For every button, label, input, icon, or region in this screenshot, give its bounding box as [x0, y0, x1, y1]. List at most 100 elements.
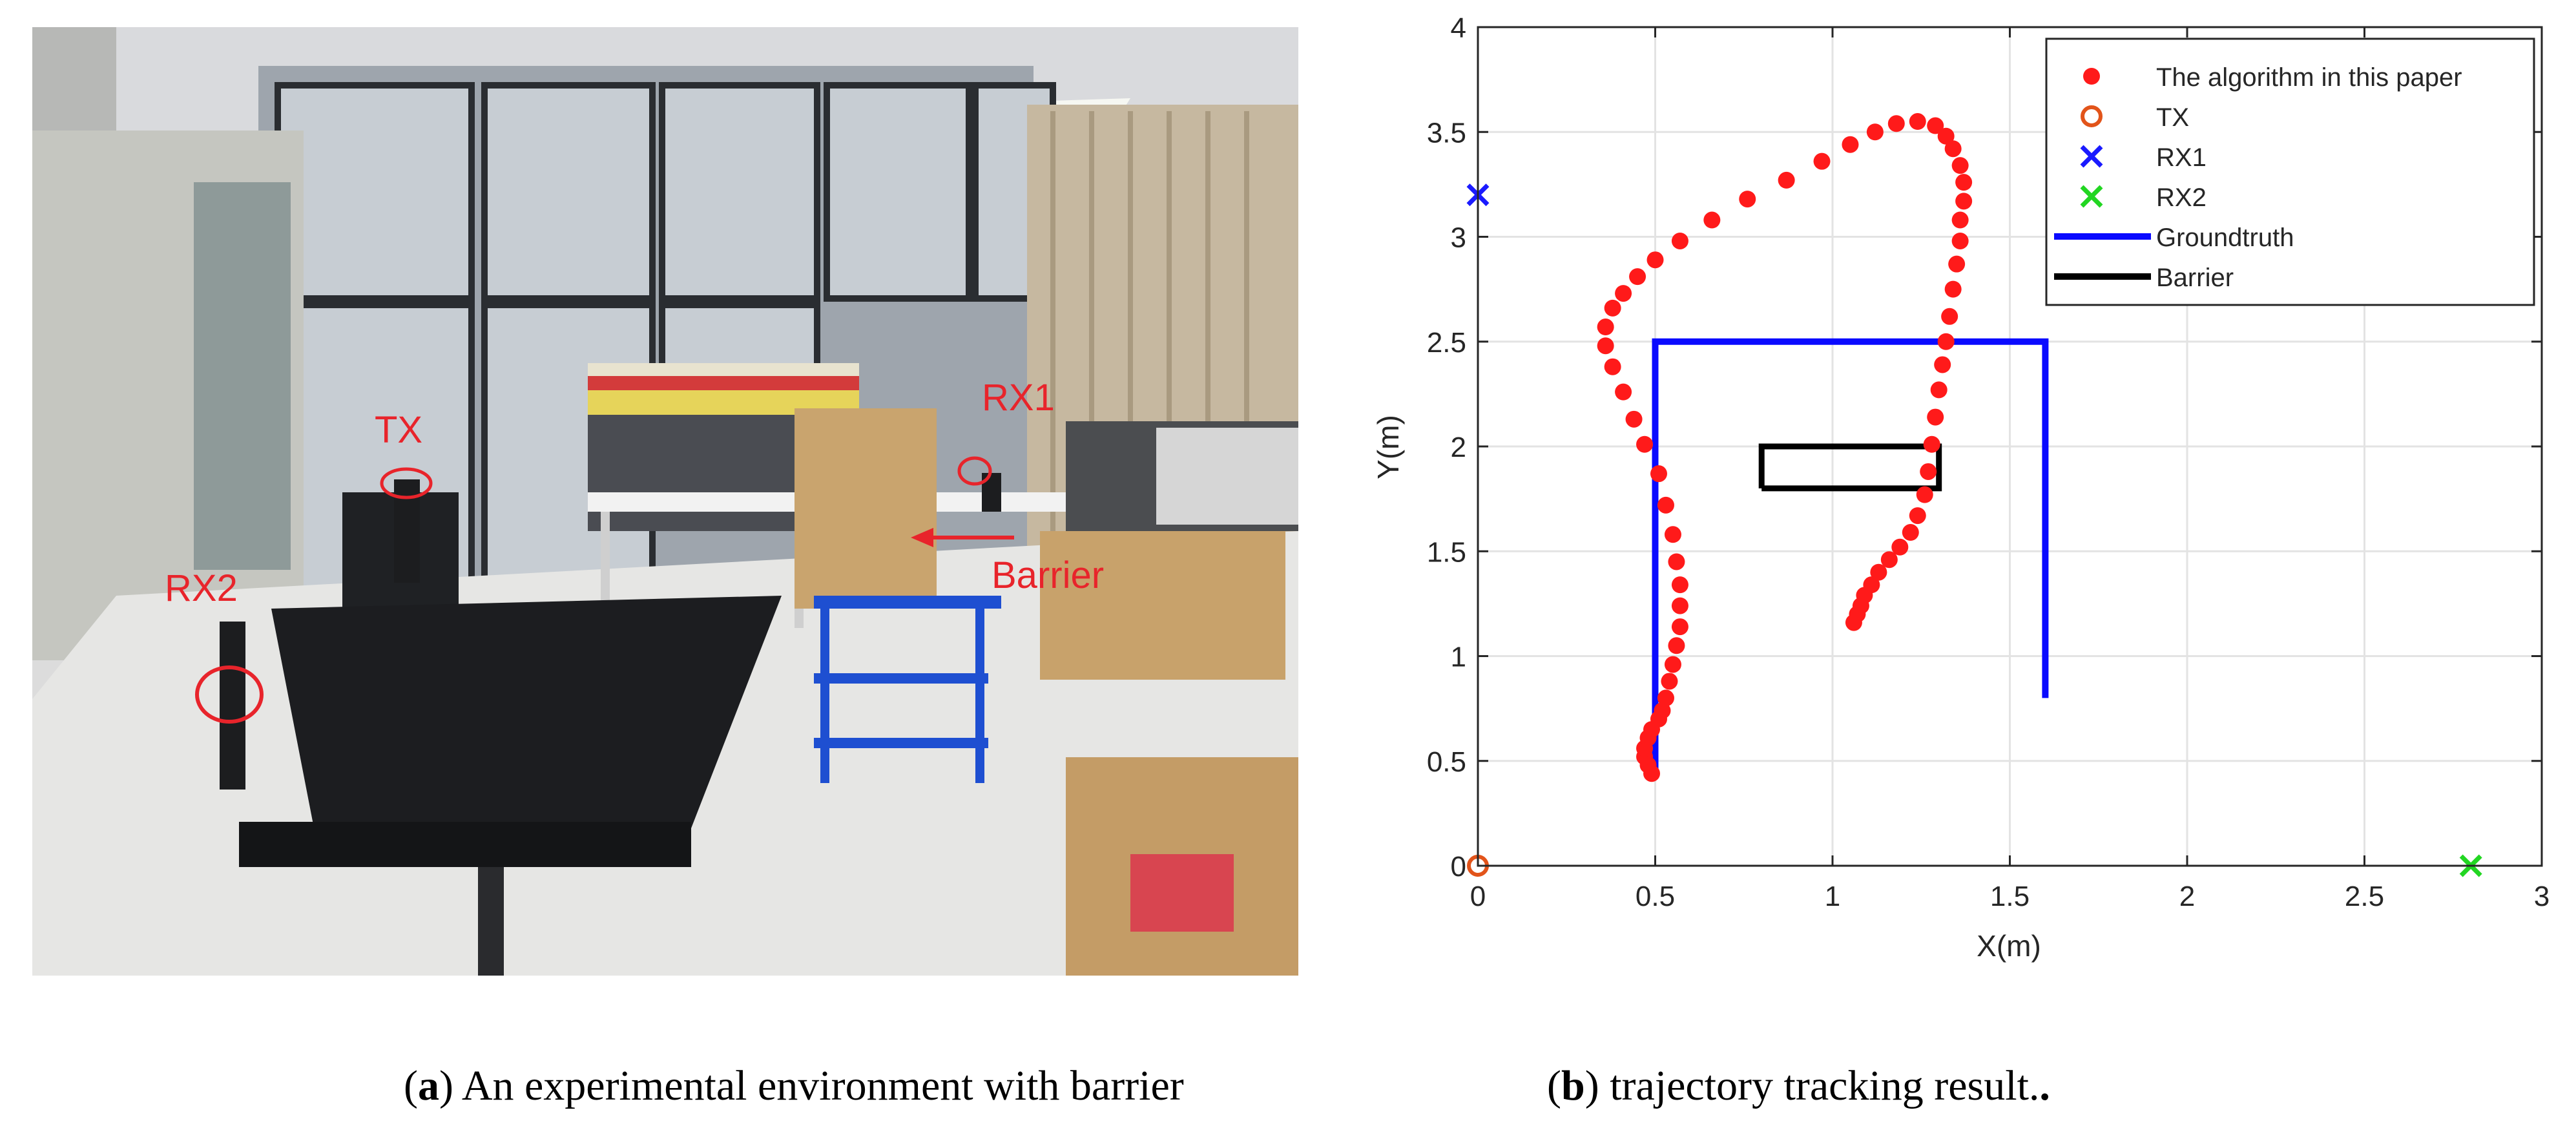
trajectory-point — [1671, 597, 1688, 614]
trajectory-chart-panel: 0 0.5 1 1.5 2 2.5 3 0 0.5 1 1.5 2 2.5 3 3.5 4 X(m) Y(m… — [1344, 0, 2576, 1008]
trajectory-point — [1597, 337, 1614, 355]
rx2-label: RX2 — [165, 567, 238, 609]
trajectory-point — [1654, 702, 1671, 719]
trajectory-point — [1615, 383, 1632, 401]
trajectory-point — [1604, 358, 1621, 375]
trajectory-point — [1739, 191, 1756, 208]
y-tick-label: 3.5 — [1427, 117, 1466, 149]
y-tick-label: 4 — [1451, 12, 1466, 44]
caption-b: (b) trajectory tracking result.. — [1547, 1062, 2050, 1109]
tx-marker-ring — [380, 467, 433, 499]
x-tick-label: 2 — [2179, 881, 2195, 912]
trajectory-point — [1604, 299, 1621, 317]
trajectory-point — [1930, 381, 1948, 399]
legend-item: Barrier — [2054, 264, 2234, 292]
legend: The algorithm in this paper TX RX1 RX2 Groun… — [2045, 37, 2535, 306]
legend-item: The algorithm in this paper — [2083, 63, 2462, 92]
groundtruth-line — [1652, 338, 2049, 776]
trajectory-point — [1778, 171, 1795, 189]
y-tick-label: 0.5 — [1427, 746, 1466, 778]
trajectory-point — [1941, 308, 1958, 325]
x-tick-labels: 0 0.5 1 1.5 2 2.5 3 — [1470, 881, 2550, 912]
legend-item: RX2 — [2080, 183, 2207, 212]
legend-item: RX1 — [2080, 143, 2207, 172]
trajectory-point — [1920, 463, 1937, 480]
y-tick-label: 0 — [1451, 851, 1466, 883]
trajectory-point — [1937, 333, 1955, 350]
x-tick-label: 3 — [2534, 881, 2550, 912]
tx-label: TX — [375, 409, 423, 451]
x-axis-label: X(m) — [1977, 929, 2041, 963]
legend-label: TX — [2156, 103, 2189, 132]
legend-symbol — [2081, 105, 2103, 127]
x-tick-label: 1 — [1825, 881, 1840, 912]
trajectory-point — [1625, 410, 1643, 428]
trajectory-point — [1842, 136, 1859, 153]
legend-label: The algorithm in this paper — [2156, 63, 2462, 92]
trajectory-point — [1629, 268, 1646, 286]
x-tick-label: 1.5 — [1990, 881, 2030, 912]
trajectory-point — [1671, 576, 1688, 594]
trajectory-point — [1650, 465, 1667, 483]
trajectory-point — [1703, 211, 1721, 229]
trajectory-point — [1880, 551, 1898, 569]
trajectory-point — [1615, 285, 1632, 302]
trajectory-point — [1937, 127, 1955, 145]
y-tick-label: 2 — [1451, 432, 1466, 463]
trajectory-point — [1944, 140, 1962, 158]
trajectory-point — [1891, 538, 1909, 556]
x-tick-label: 0 — [1470, 881, 1486, 912]
trajectory-point — [1955, 174, 1973, 191]
series-layer — [1466, 113, 2482, 877]
trajectory-point — [1916, 486, 1933, 503]
caption-a-text: An experimental environment with barrier — [461, 1062, 1184, 1109]
trajectory-point — [1944, 280, 1962, 298]
trajectory-point — [1671, 618, 1688, 636]
trajectory-point — [1664, 656, 1681, 673]
trajectory-point — [1668, 553, 1685, 570]
x-tick-label: 0.5 — [1636, 881, 1675, 912]
trajectory-point — [1870, 563, 1887, 581]
trajectory-point — [1951, 232, 1969, 249]
trajectory-point — [1955, 193, 1973, 210]
trajectory-point — [1909, 507, 1926, 525]
lab-photo: TX RX1 RX2 Barrier — [32, 27, 1298, 976]
legend-item: Groundtruth — [2054, 224, 2294, 252]
trajectory-point — [1927, 408, 1944, 426]
trajectory-point — [1934, 356, 1951, 373]
y-tick-labels: 0 0.5 1 1.5 2 2.5 3 3.5 4 — [1427, 12, 1466, 883]
y-tick-label: 2.5 — [1427, 327, 1466, 359]
legend-label: RX1 — [2156, 143, 2207, 172]
caption-a: (a) An experimental environment with bar… — [404, 1062, 1184, 1109]
trajectory-point — [1951, 157, 1969, 174]
trajectory-point — [1902, 524, 1919, 541]
trajectory-point — [1668, 637, 1685, 654]
trajectory-point — [1923, 435, 1940, 453]
legend-item: TX — [2081, 103, 2189, 132]
legend-symbol — [2083, 68, 2100, 85]
rx1-marker-ring — [957, 456, 992, 486]
y-tick-label: 1.5 — [1427, 536, 1466, 568]
caption-b-text: trajectory tracking result. — [1610, 1062, 2040, 1109]
trajectory-point — [1657, 689, 1674, 707]
trajectory-point — [1636, 435, 1654, 453]
barrier-label: Barrier — [992, 554, 1105, 596]
barrier-arrowhead — [911, 528, 933, 547]
caption-a-letter: a — [417, 1062, 439, 1109]
y-tick-label: 3 — [1451, 222, 1466, 254]
x-tick-label: 2.5 — [2345, 881, 2384, 912]
caption-b-letter: b — [1561, 1062, 1585, 1109]
trajectory-point — [1909, 113, 1926, 131]
trajectory-point — [1661, 673, 1678, 690]
trajectory-point — [1887, 115, 1905, 132]
trajectory-point — [1813, 152, 1831, 170]
legend-box — [2045, 37, 2535, 306]
legend-label: RX2 — [2156, 183, 2207, 212]
rx1-label: RX1 — [982, 377, 1055, 419]
y-tick-label: 1 — [1451, 642, 1466, 673]
legend-symbol — [2080, 185, 2103, 208]
lab-photo-illustration — [32, 27, 1298, 976]
rx2-marker-ring — [195, 665, 264, 724]
trajectory-point — [1657, 496, 1674, 514]
trajectory-point — [1951, 211, 1969, 229]
